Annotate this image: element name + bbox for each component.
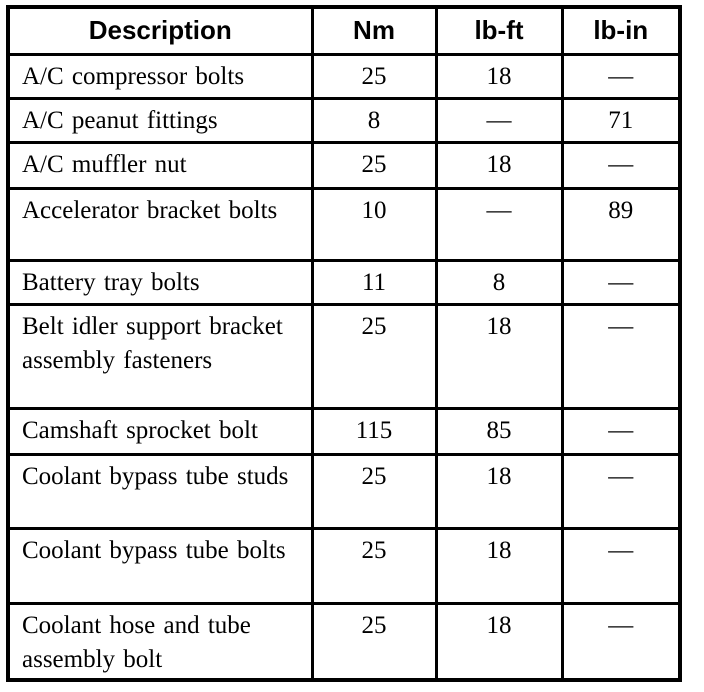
- cell-lb-in: —: [560, 601, 682, 682]
- cell-lb-in: 71: [560, 96, 682, 144]
- header-lb-in: lb-in: [560, 5, 682, 56]
- cell-nm: 10: [310, 186, 438, 262]
- table-row: A/C peanut fittings 8 — 71: [6, 96, 682, 144]
- cell-lb-ft: 85: [434, 406, 564, 456]
- table-row: Coolant hose and tube assembly bolt 25 1…: [6, 601, 682, 682]
- cell-nm: 25: [310, 302, 438, 410]
- cell-nm: 25: [310, 601, 438, 682]
- cell-lb-in: —: [560, 302, 682, 410]
- cell-description: A/C muffler nut: [6, 140, 314, 190]
- table-row: Battery tray bolts 11 8 —: [6, 258, 682, 306]
- cell-description: Accelerator bracket bolts: [6, 186, 314, 262]
- torque-spec-table: Description Nm lb-ft lb-in A/C compresso…: [6, 5, 682, 682]
- cell-lb-ft: 18: [434, 302, 564, 410]
- cell-lb-in: —: [560, 52, 682, 100]
- cell-lb-ft: 8: [434, 258, 564, 306]
- table-row: Belt idler support bracket assembly fast…: [6, 302, 682, 410]
- cell-nm: 11: [310, 258, 438, 306]
- cell-lb-ft: 18: [434, 526, 564, 605]
- table-row: A/C muffler nut 25 18 —: [6, 140, 682, 190]
- cell-description: Battery tray bolts: [6, 258, 314, 306]
- cell-description: A/C compressor bolts: [6, 52, 314, 100]
- cell-lb-in: 89: [560, 186, 682, 262]
- cell-lb-ft: 18: [434, 140, 564, 190]
- table-row: A/C compressor bolts 25 18 —: [6, 52, 682, 100]
- cell-lb-in: —: [560, 406, 682, 456]
- table-row: Coolant bypass tube studs 25 18 —: [6, 452, 682, 530]
- header-lb-ft: lb-ft: [434, 5, 564, 56]
- cell-nm: 25: [310, 140, 438, 190]
- cell-nm: 25: [310, 52, 438, 100]
- cell-description: Belt idler support bracket assembly fast…: [6, 302, 314, 410]
- cell-description: Coolant bypass tube studs: [6, 452, 314, 530]
- header-description: Description: [6, 5, 314, 56]
- cell-lb-ft: 18: [434, 52, 564, 100]
- cell-lb-in: —: [560, 526, 682, 605]
- cell-description: Coolant hose and tube assembly bolt: [6, 601, 314, 682]
- cell-lb-ft: 18: [434, 452, 564, 530]
- cell-nm: 115: [310, 406, 438, 456]
- cell-lb-in: —: [560, 258, 682, 306]
- cell-lb-ft: —: [434, 96, 564, 144]
- cell-nm: 25: [310, 526, 438, 605]
- cell-nm: 8: [310, 96, 438, 144]
- header-row: Description Nm lb-ft lb-in: [6, 5, 682, 56]
- cell-lb-in: —: [560, 452, 682, 530]
- table-row: Camshaft sprocket bolt 115 85 —: [6, 406, 682, 456]
- cell-lb-in: —: [560, 140, 682, 190]
- cell-lb-ft: 18: [434, 601, 564, 682]
- table-row: Coolant bypass tube bolts 25 18 —: [6, 526, 682, 605]
- cell-nm: 25: [310, 452, 438, 530]
- cell-description: Coolant bypass tube bolts: [6, 526, 314, 605]
- cell-description: Camshaft sprocket bolt: [6, 406, 314, 456]
- table-row: Accelerator bracket bolts 10 — 89: [6, 186, 682, 262]
- cell-description: A/C peanut fittings: [6, 96, 314, 144]
- cell-lb-ft: —: [434, 186, 564, 262]
- header-nm: Nm: [310, 5, 438, 56]
